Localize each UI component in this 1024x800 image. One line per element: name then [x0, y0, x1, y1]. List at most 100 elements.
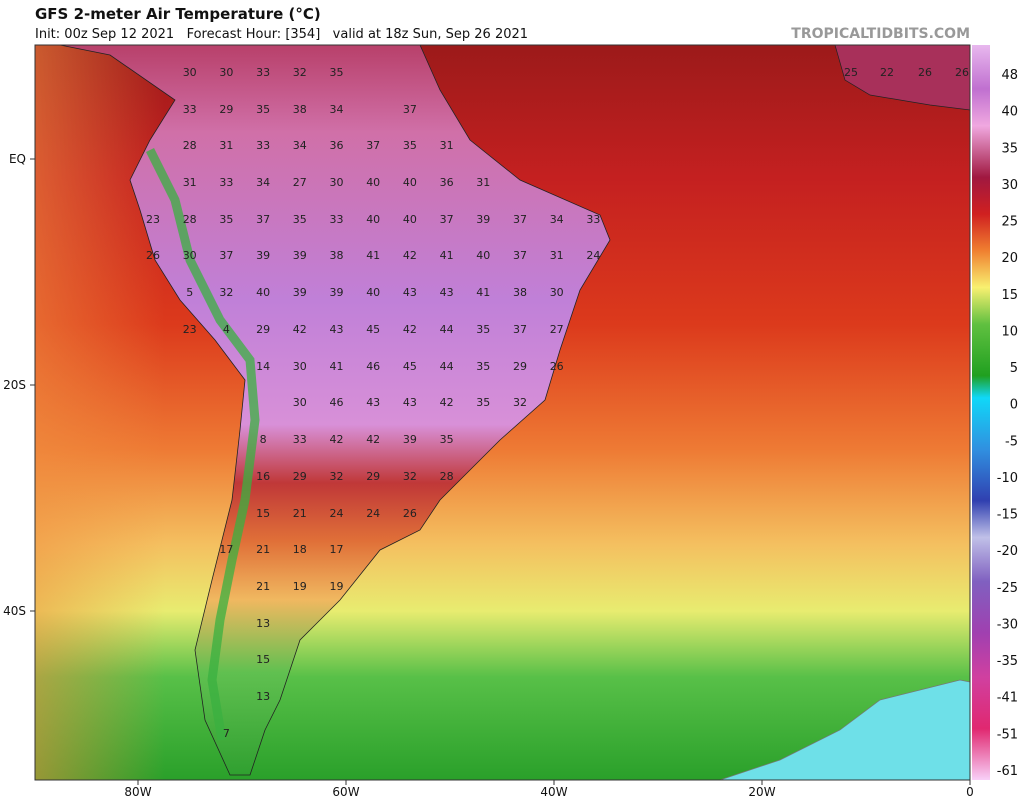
temperature-label: 37 — [513, 323, 527, 336]
lon-label: 0 — [966, 785, 974, 799]
colorbar-label: -30 — [997, 617, 1018, 632]
colorbar-label: 40 — [1001, 105, 1018, 120]
temperature-label: 37 — [403, 103, 417, 116]
temperature-label: 33 — [183, 103, 197, 116]
temperature-label: 31 — [476, 176, 490, 189]
temperature-label: 39 — [330, 286, 344, 299]
temperature-label: 29 — [366, 470, 380, 483]
temperature-label: 35 — [256, 103, 270, 116]
temperature-label: 36 — [440, 176, 454, 189]
colorbar-label: 25 — [1001, 215, 1018, 230]
temperature-label: 18 — [293, 543, 307, 556]
temperature-label: 40 — [403, 213, 417, 226]
map-area — [34, 44, 971, 781]
colorbar-label: 0 — [1010, 398, 1018, 413]
temperature-label: 23 — [183, 323, 197, 336]
lon-label: 60W — [332, 785, 359, 799]
temperature-label: 30 — [183, 249, 197, 262]
temperature-label: 26 — [146, 249, 160, 262]
temperature-label: 31 — [219, 139, 233, 152]
temperature-label: 28 — [183, 139, 197, 152]
lon-label: 20W — [748, 785, 775, 799]
temperature-label: 24 — [330, 507, 344, 520]
temperature-label: 14 — [256, 360, 270, 373]
colorbar-label: -20 — [997, 544, 1018, 559]
temperature-label: 45 — [403, 360, 417, 373]
temperature-label: 33 — [219, 176, 233, 189]
temperature-label: 35 — [219, 213, 233, 226]
temperature-label: 30 — [293, 396, 307, 409]
temperature-label: 37 — [219, 249, 233, 262]
colorbar-label: -25 — [997, 581, 1018, 596]
temperature-label: 40 — [476, 249, 490, 262]
temperature-label: 34 — [293, 139, 307, 152]
site-name: TROPICALTIDBITS.COM — [791, 26, 970, 42]
temperature-label: 29 — [513, 360, 527, 373]
temperature-label: 30 — [550, 286, 564, 299]
temperature-label: 37 — [366, 139, 380, 152]
temperature-label: 43 — [330, 323, 344, 336]
temperature-label: 46 — [330, 396, 344, 409]
south-america — [59, 44, 611, 776]
temperature-label: 33 — [586, 213, 600, 226]
temperature-label: 39 — [293, 249, 307, 262]
colorbar-label: 35 — [1001, 141, 1018, 156]
temperature-label: 40 — [366, 176, 380, 189]
temperature-label: 7 — [223, 727, 230, 740]
colorbar-label: 5 — [1010, 361, 1018, 376]
temperature-label: 24 — [366, 507, 380, 520]
temperature-label: 31 — [183, 176, 197, 189]
temperature-label: 35 — [403, 139, 417, 152]
temperature-label: 33 — [256, 66, 270, 79]
temperature-label: 21 — [256, 543, 270, 556]
temperature-label: 5 — [186, 286, 193, 299]
temperature-label: 40 — [256, 286, 270, 299]
temperature-label: 29 — [293, 470, 307, 483]
temperature-label: 41 — [440, 249, 454, 262]
temperature-label: 39 — [403, 433, 417, 446]
temperature-label: 41 — [476, 286, 490, 299]
temperature-label: 19 — [293, 580, 307, 593]
temperature-label: 23 — [146, 213, 160, 226]
temperature-label: 30 — [293, 360, 307, 373]
lat-label: 20S — [3, 378, 26, 392]
colorbar-label: 10 — [1001, 324, 1018, 339]
temperature-label: 35 — [440, 433, 454, 446]
temperature-label: 32 — [293, 66, 307, 79]
temperature-label: 42 — [403, 249, 417, 262]
temperature-label: 26 — [550, 360, 564, 373]
temperature-label: 31 — [440, 139, 454, 152]
temperature-label: 15 — [256, 507, 270, 520]
temperature-label: 26 — [918, 66, 932, 79]
temperature-label: 30 — [330, 176, 344, 189]
temperature-label: 44 — [440, 323, 454, 336]
temperature-label: 24 — [586, 249, 600, 262]
temperature-label: 43 — [440, 286, 454, 299]
temperature-label: 13 — [256, 690, 270, 703]
temperature-label: 15 — [256, 653, 270, 666]
colorbar-label: 30 — [1001, 178, 1018, 193]
colorbar-label: 20 — [1001, 251, 1018, 266]
colorbar-label: -35 — [997, 654, 1018, 669]
temperature-label: 43 — [403, 396, 417, 409]
temperature-label: 39 — [476, 213, 490, 226]
temperature-label: 35 — [330, 66, 344, 79]
temperature-label: 35 — [476, 396, 490, 409]
temperature-label: 35 — [476, 360, 490, 373]
lat-label: 40S — [3, 604, 26, 618]
temperature-label: 28 — [183, 213, 197, 226]
temperature-label: 36 — [330, 139, 344, 152]
temperature-label: 26 — [403, 507, 417, 520]
temperature-label: 16 — [256, 470, 270, 483]
colorbar-label: 48 — [1001, 68, 1018, 83]
temperature-label: 22 — [880, 66, 894, 79]
temperature-label: 38 — [513, 286, 527, 299]
temperature-label: 42 — [366, 433, 380, 446]
temperature-label: 42 — [403, 323, 417, 336]
temperature-label: 42 — [330, 433, 344, 446]
temperature-label: 32 — [219, 286, 233, 299]
temperature-label: 8 — [260, 433, 267, 446]
temperature-label: 32 — [513, 396, 527, 409]
